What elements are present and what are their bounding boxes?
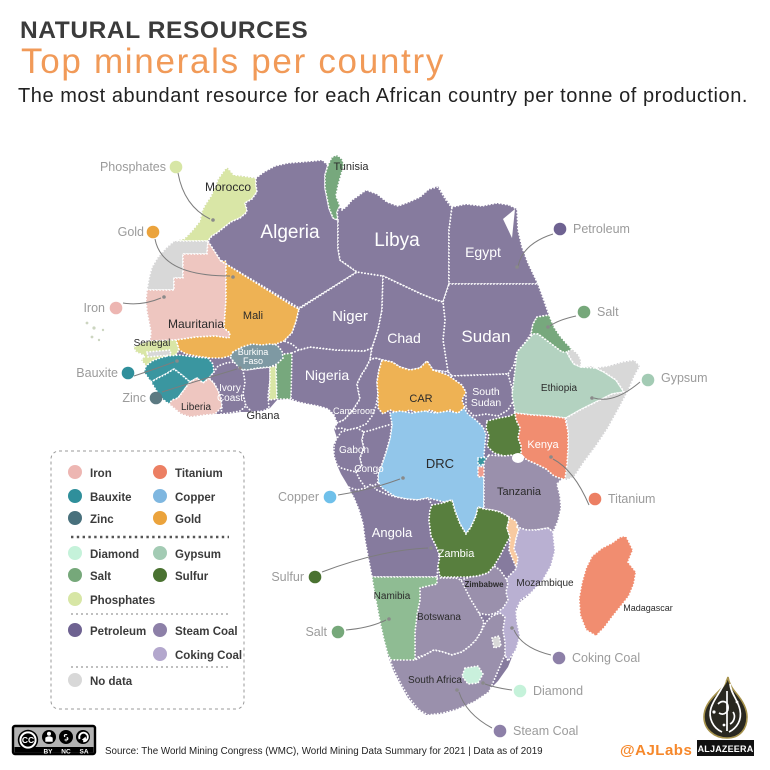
svg-text:SA: SA (79, 749, 88, 756)
svg-text:Libya: Libya (374, 230, 420, 251)
svg-text:DRC: DRC (426, 456, 454, 471)
svg-text:Titanium: Titanium (608, 492, 655, 506)
svg-text:Salt: Salt (597, 305, 619, 319)
svg-text:Bauxite: Bauxite (76, 366, 118, 380)
svg-text:Coast: Coast (217, 393, 243, 404)
svg-text:Chad: Chad (387, 330, 420, 346)
svg-text:Madagascar: Madagascar (623, 603, 673, 613)
svg-text:Coking Coal: Coking Coal (572, 651, 640, 665)
svg-text:Burkina: Burkina (238, 347, 269, 357)
svg-text:South Africa: South Africa (408, 675, 462, 686)
svg-text:NC: NC (61, 749, 71, 756)
svg-text:Titanium: Titanium (175, 468, 223, 480)
svg-text:Zinc: Zinc (122, 391, 146, 405)
svg-text:Ghana: Ghana (246, 410, 280, 422)
svg-text:Tanzania: Tanzania (497, 486, 542, 498)
svg-text:Zinc: Zinc (90, 514, 114, 526)
svg-text:Angola: Angola (372, 525, 413, 540)
svg-text:Nigeria: Nigeria (305, 367, 350, 383)
svg-text:Gold: Gold (175, 514, 201, 526)
svg-text:Iron: Iron (83, 301, 105, 315)
svg-text:Iron: Iron (90, 468, 112, 480)
svg-text:Copper: Copper (278, 490, 319, 504)
svg-text:Ethiopia: Ethiopia (541, 383, 578, 394)
svg-text:Salt: Salt (305, 625, 327, 639)
svg-text:Mozambique: Mozambique (516, 578, 574, 589)
svg-text:Zimbabwe: Zimbabwe (464, 580, 504, 589)
svg-text:Algeria: Algeria (260, 222, 320, 243)
svg-text:Petroleum: Petroleum (573, 222, 630, 236)
svg-text:Phosphates: Phosphates (100, 160, 166, 174)
svg-text:Mali: Mali (243, 310, 263, 322)
svg-text:No data: No data (90, 676, 133, 688)
svg-text:Mauritania: Mauritania (168, 317, 224, 331)
svg-text:Salt: Salt (90, 571, 111, 583)
svg-text:Congo: Congo (354, 464, 384, 475)
svg-text:Steam Coal: Steam Coal (513, 724, 578, 738)
svg-text:CC: CC (22, 735, 34, 745)
svg-text:Diamond: Diamond (90, 549, 139, 561)
svg-text:Zambia: Zambia (438, 548, 476, 560)
svg-text:Sulfur: Sulfur (175, 571, 209, 583)
svg-text:Namibia: Namibia (374, 591, 411, 602)
svg-text:Faso: Faso (243, 356, 263, 366)
svg-text:Coking Coal: Coking Coal (175, 650, 242, 662)
svg-text:CAR: CAR (409, 393, 432, 405)
svg-text:Senegal: Senegal (134, 338, 171, 349)
svg-text:Gypsum: Gypsum (661, 371, 708, 385)
svg-text:Gold: Gold (118, 225, 144, 239)
svg-text:Kenya: Kenya (527, 439, 559, 451)
svg-text:Tunisia: Tunisia (333, 161, 369, 173)
svg-text:Morocco: Morocco (205, 180, 251, 194)
svg-text:Sudan: Sudan (461, 327, 510, 346)
svg-text:Copper: Copper (175, 492, 216, 504)
svg-text:ALJAZEERA: ALJAZEERA (698, 744, 754, 754)
svg-text:Gypsum: Gypsum (175, 549, 221, 561)
svg-text:Gabon: Gabon (339, 445, 369, 456)
svg-text:Cameroon: Cameroon (333, 406, 375, 416)
svg-text:South: South (472, 386, 500, 398)
svg-text:Liberia: Liberia (181, 402, 211, 413)
svg-text:Egypt: Egypt (465, 244, 501, 260)
svg-text:Niger: Niger (332, 308, 368, 325)
svg-text:BY: BY (43, 749, 53, 756)
svg-text:Sudan: Sudan (471, 397, 502, 409)
svg-text:Petroleum: Petroleum (90, 626, 146, 638)
svg-text:Botswana: Botswana (417, 612, 461, 623)
svg-text:Bauxite: Bauxite (90, 492, 132, 504)
svg-text:Phosphates: Phosphates (90, 595, 155, 607)
svg-text:Diamond: Diamond (533, 684, 583, 698)
svg-text:Ivory: Ivory (219, 383, 241, 394)
svg-text:Sulfur: Sulfur (271, 570, 304, 584)
svg-text:Steam Coal: Steam Coal (175, 626, 238, 638)
